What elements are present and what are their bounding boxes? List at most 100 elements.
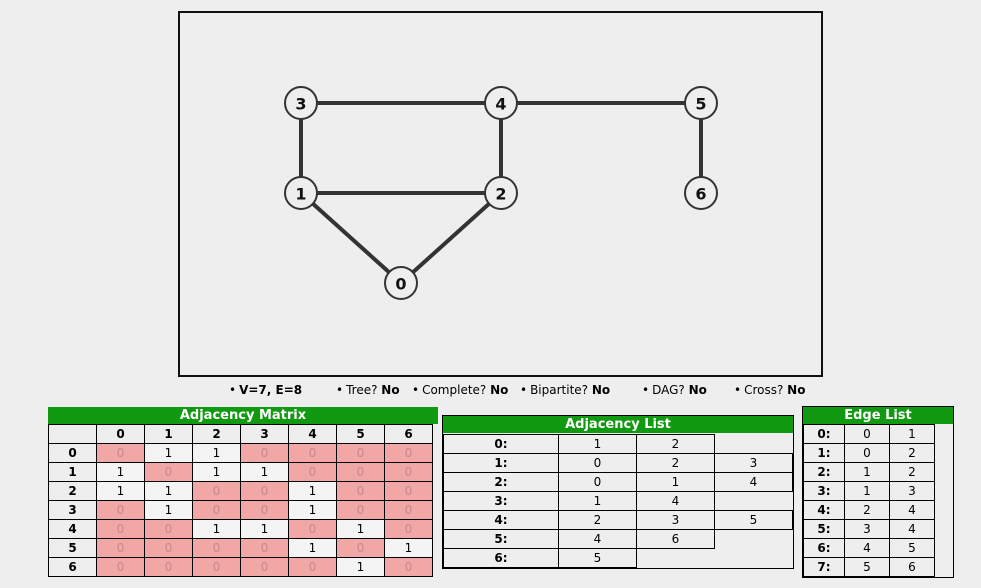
graph-canvas[interactable]: 0 1 2 3 4 5 6 <box>178 11 823 377</box>
vertex-2[interactable]: 2 <box>484 176 518 210</box>
vertex-4[interactable]: 4 <box>484 86 518 120</box>
matrix-cell[interactable]: 0 <box>384 500 433 520</box>
matrix-cell[interactable]: 0 <box>288 519 337 539</box>
matrix-cell[interactable]: 1 <box>192 519 241 539</box>
adjlist-vertex: 1: <box>443 453 559 473</box>
edge-v: 4 <box>889 519 935 539</box>
vertex-circle[interactable] <box>284 176 318 210</box>
matrix-cell[interactable]: 0 <box>336 462 385 482</box>
adjlist-row: 3: 1 4 <box>443 491 793 511</box>
edgelist-row: 1: 0 2 <box>803 443 935 463</box>
vertex-circle[interactable] <box>684 86 718 120</box>
ve-text: V=7, E=8 <box>239 383 303 397</box>
stat-complete: • Complete? No <box>412 383 509 397</box>
matrix-cell[interactable]: 0 <box>192 538 241 558</box>
matrix-cell[interactable]: 0 <box>384 462 433 482</box>
vertex-3[interactable]: 3 <box>284 86 318 120</box>
matrix-col-header: 6 <box>384 424 433 444</box>
cross-label: Cross? <box>744 383 784 397</box>
matrix-cell[interactable]: 1 <box>288 538 337 558</box>
adjacency-list-frame <box>442 415 794 569</box>
edge-list-frame <box>802 406 954 578</box>
matrix-cell[interactable]: 0 <box>192 481 241 501</box>
vertex-6[interactable]: 6 <box>684 176 718 210</box>
vertex-circle[interactable] <box>684 176 718 210</box>
vertex-label: 5 <box>695 95 706 114</box>
matrix-cell[interactable]: 0 <box>240 557 289 577</box>
matrix-cell[interactable]: 0 <box>240 481 289 501</box>
vertex-1[interactable]: 1 <box>284 176 318 210</box>
matrix-cell[interactable]: 0 <box>336 443 385 463</box>
matrix-cell[interactable]: 1 <box>192 462 241 482</box>
adjlist-row: 2: 0 1 4 <box>443 472 793 492</box>
matrix-cell[interactable]: 0 <box>144 557 193 577</box>
matrix-cell[interactable]: 0 <box>240 443 289 463</box>
matrix-cell[interactable]: 0 <box>96 500 145 520</box>
matrix-cell[interactable]: 0 <box>336 481 385 501</box>
graph-drawing[interactable]: 0 1 2 3 4 5 6 <box>180 13 821 375</box>
matrix-cell[interactable]: 1 <box>240 462 289 482</box>
matrix-cell[interactable]: 1 <box>144 500 193 520</box>
matrix-cell[interactable]: 0 <box>144 462 193 482</box>
matrix-cell[interactable]: 1 <box>336 557 385 577</box>
stat-tree: • Tree? No <box>336 383 400 397</box>
matrix-cell[interactable]: 0 <box>144 538 193 558</box>
adjlist-neighbor: 1 <box>558 434 637 454</box>
matrix-cell[interactable]: 1 <box>240 519 289 539</box>
matrix-cell[interactable]: 1 <box>336 519 385 539</box>
matrix-cell[interactable]: 0 <box>384 519 433 539</box>
matrix-cell[interactable]: 0 <box>240 500 289 520</box>
matrix-cell[interactable]: 1 <box>144 443 193 463</box>
edge-0-2[interactable] <box>399 191 503 285</box>
matrix-cell[interactable]: 0 <box>192 557 241 577</box>
matrix-cell[interactable]: 1 <box>192 443 241 463</box>
vertex-5[interactable]: 5 <box>684 86 718 120</box>
edge-index: 6: <box>803 538 845 558</box>
matrix-cell[interactable]: 1 <box>384 538 433 558</box>
matrix-cell[interactable]: 1 <box>144 481 193 501</box>
matrix-cell[interactable]: 0 <box>384 557 433 577</box>
matrix-cell[interactable]: 0 <box>384 443 433 463</box>
edge-0-1[interactable] <box>299 191 403 285</box>
edge-u: 1 <box>844 481 890 501</box>
stat-cross: • Cross? No <box>734 383 806 397</box>
bipartite-label: Bipartite? <box>530 383 589 397</box>
matrix-cell[interactable]: 0 <box>336 538 385 558</box>
matrix-cell[interactable]: 0 <box>96 557 145 577</box>
adjlist-row: 4: 2 3 5 <box>443 510 793 530</box>
matrix-row-header: 5 <box>48 538 97 558</box>
graph-stats-bar: • V=7, E=8 • Tree? No • Complete? No • Bipar… <box>0 383 981 401</box>
matrix-cell[interactable]: 0 <box>192 500 241 520</box>
adjlist-neighbor: 6 <box>636 529 715 549</box>
matrix-cell[interactable]: 0 <box>96 519 145 539</box>
matrix-cell[interactable]: 1 <box>96 462 145 482</box>
adjlist-row: 1: 0 2 3 <box>443 453 793 473</box>
vertex-circle[interactable] <box>484 176 518 210</box>
matrix-cell[interactable]: 0 <box>336 500 385 520</box>
matrix-cell[interactable]: 1 <box>288 481 337 501</box>
adjacency-matrix-title: Adjacency Matrix <box>48 407 438 424</box>
matrix-cell[interactable]: 1 <box>96 481 145 501</box>
matrix-cell[interactable]: 0 <box>288 557 337 577</box>
edge-index: 0: <box>803 424 845 444</box>
matrix-cell[interactable]: 0 <box>288 443 337 463</box>
edge-v: 6 <box>889 557 935 577</box>
dag-label: DAG? <box>652 383 685 397</box>
vertex-0[interactable]: 0 <box>384 266 418 300</box>
vertex-circle[interactable] <box>284 86 318 120</box>
vertex-circle[interactable] <box>484 86 518 120</box>
matrix-cell[interactable]: 0 <box>384 481 433 501</box>
matrix-cell[interactable]: 0 <box>240 538 289 558</box>
edge-v: 2 <box>889 462 935 482</box>
vertex-circle[interactable] <box>384 266 418 300</box>
matrix-cell[interactable]: 0 <box>144 519 193 539</box>
edge-u: 3 <box>844 519 890 539</box>
matrix-cell[interactable]: 0 <box>288 462 337 482</box>
matrix-cell[interactable]: 1 <box>288 500 337 520</box>
adjlist-vertex: 5: <box>443 529 559 549</box>
matrix-cell[interactable]: 0 <box>96 443 145 463</box>
matrix-cell[interactable]: 0 <box>96 538 145 558</box>
adjlist-row: 6: 5 <box>443 548 793 568</box>
